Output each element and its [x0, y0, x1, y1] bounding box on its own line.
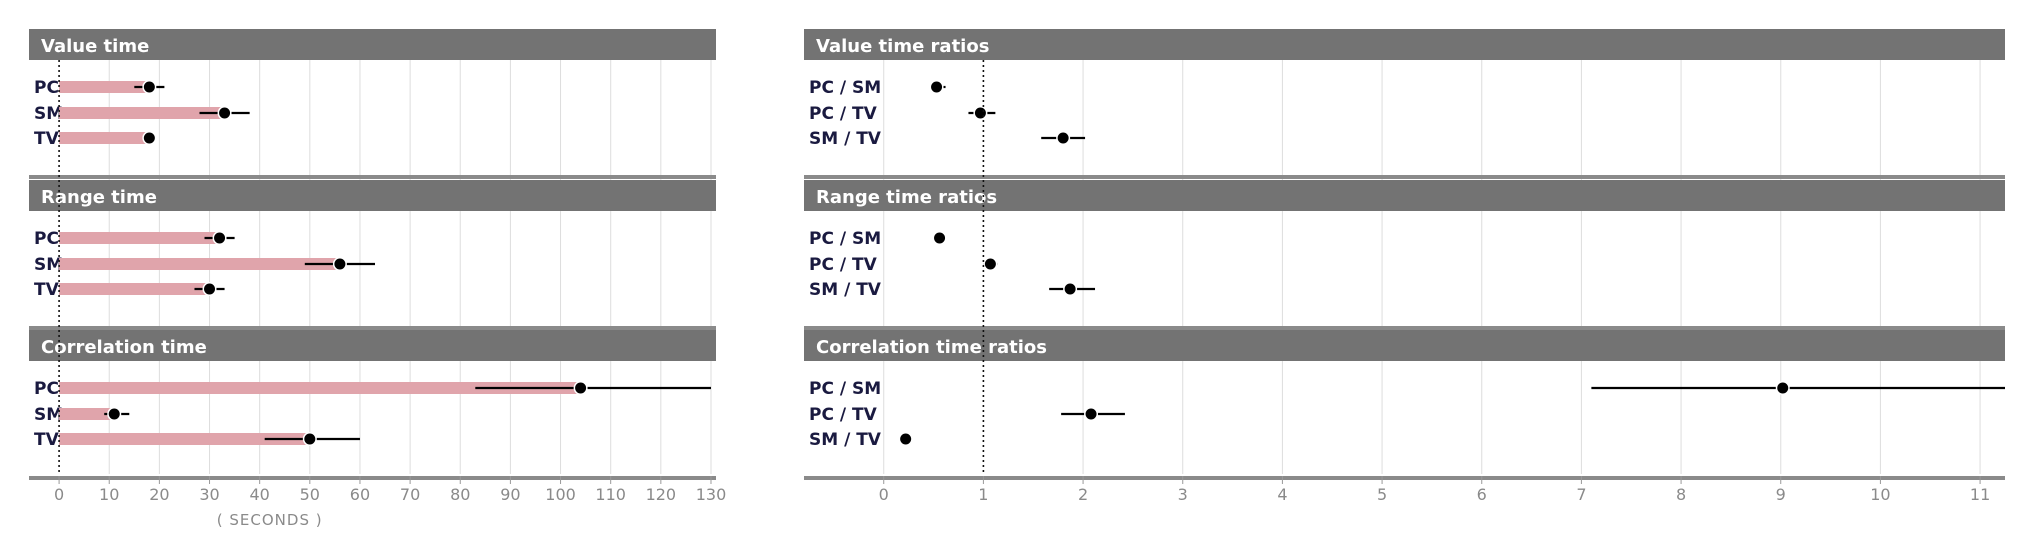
row-label: PC / SM	[809, 78, 881, 98]
tick-label: 40	[249, 485, 269, 504]
data-point	[1064, 283, 1076, 295]
panel-title: Correlation time	[41, 337, 207, 358]
chart-times: Value time PC SM TV Range time PC SM TV Correlat…	[29, 29, 726, 529]
bar	[59, 433, 310, 445]
panel-title: Value time ratios	[816, 36, 989, 57]
tick-label: 1	[978, 485, 988, 504]
panel-title: Value time	[41, 36, 149, 57]
axis-label: ( SECONDS )	[217, 511, 323, 529]
data-point	[214, 232, 226, 244]
tick-label: 6	[1477, 485, 1487, 504]
data-point	[900, 433, 912, 445]
tick-label: 0	[54, 485, 64, 504]
panel-separator	[29, 175, 716, 179]
row-label: SM	[34, 405, 63, 425]
tick-label: 60	[350, 485, 370, 504]
tick-label: 10	[99, 485, 119, 504]
data-point	[219, 107, 231, 119]
chart-ratios: Value time ratios PC / SM PC / TV SM / TV Ra…	[804, 29, 2005, 504]
bar	[59, 258, 340, 270]
tick-label: 4	[1277, 485, 1287, 504]
panel-title: Range time ratios	[816, 187, 997, 208]
bar	[59, 132, 150, 144]
row-label: SM / TV	[809, 280, 882, 300]
tick-label: 100	[545, 485, 576, 504]
data-point	[334, 258, 346, 270]
tick-label: 7	[1576, 485, 1586, 504]
tick-label: 110	[595, 485, 626, 504]
tick-label: 10	[1870, 485, 1890, 504]
row-label: PC	[34, 78, 59, 98]
data-point	[143, 81, 155, 93]
bar	[59, 81, 150, 93]
tick-label: 50	[300, 485, 320, 504]
tick-label: 80	[450, 485, 470, 504]
tick-label: 8	[1676, 485, 1686, 504]
tick-label: 11	[1970, 485, 1990, 504]
data-point	[1057, 132, 1069, 144]
panel-header	[29, 29, 716, 60]
bar	[59, 107, 225, 119]
tick-label: 2	[1078, 485, 1088, 504]
data-point	[1777, 382, 1789, 394]
data-point	[575, 382, 587, 394]
data-point	[304, 433, 316, 445]
tick-label: 130	[696, 485, 727, 504]
row-label: PC	[34, 379, 59, 399]
data-point	[931, 81, 943, 93]
bar	[59, 408, 115, 420]
panel-title: Range time	[41, 187, 157, 208]
row-label: SM / TV	[809, 430, 882, 450]
tick-label: 20	[149, 485, 169, 504]
panel-separator	[804, 476, 2005, 480]
tick-label: 120	[646, 485, 677, 504]
tick-label: 3	[1178, 485, 1188, 504]
data-point	[1085, 408, 1097, 420]
panel-header	[29, 180, 716, 211]
row-label: PC / TV	[809, 104, 878, 124]
panel-separator	[804, 175, 2005, 179]
row-label: TV	[34, 280, 60, 300]
data-point	[974, 107, 986, 119]
row-label: TV	[34, 430, 60, 450]
row-label: SM	[34, 104, 63, 124]
row-label: TV	[34, 129, 60, 149]
row-label: PC / SM	[809, 379, 881, 399]
data-point	[108, 408, 120, 420]
tick-label: 70	[400, 485, 420, 504]
panel-header	[804, 29, 2005, 60]
tick-label: 90	[500, 485, 520, 504]
tick-label: 0	[879, 485, 889, 504]
panel-header	[804, 180, 2005, 211]
tick-label: 5	[1377, 485, 1387, 504]
row-label: PC / TV	[809, 405, 878, 425]
panel-header	[29, 330, 716, 361]
data-point	[204, 283, 216, 295]
data-point	[934, 232, 946, 244]
row-label: PC / SM	[809, 229, 881, 249]
row-label: PC / TV	[809, 255, 878, 275]
panel-separator	[29, 476, 716, 480]
panel-separator	[804, 326, 2005, 330]
bar	[59, 232, 220, 244]
panel-separator	[29, 326, 716, 330]
panel-title: Correlation time ratios	[816, 337, 1047, 358]
row-label: SM	[34, 255, 63, 275]
bar	[59, 283, 210, 295]
row-label: PC	[34, 229, 59, 249]
panel-header	[804, 330, 2005, 361]
bar	[59, 382, 581, 394]
row-label: SM / TV	[809, 129, 882, 149]
tick-label: 9	[1776, 485, 1786, 504]
data-point	[984, 258, 996, 270]
data-point	[143, 132, 155, 144]
tick-label: 30	[199, 485, 219, 504]
